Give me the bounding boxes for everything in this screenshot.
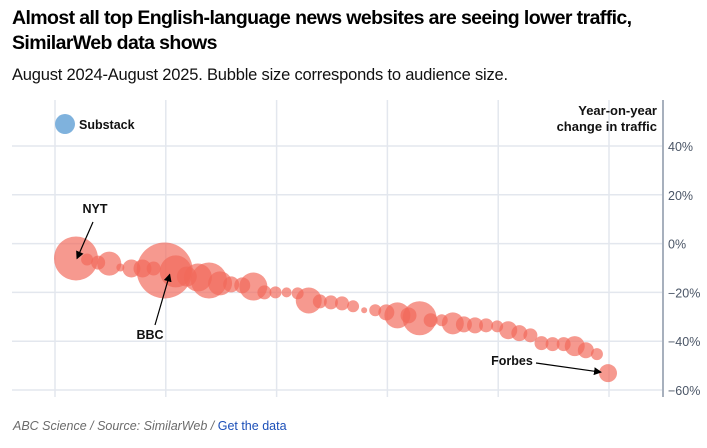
highlight-group: Substack <box>55 114 135 135</box>
y-tick-label: −40% <box>668 335 700 349</box>
bubble[interactable] <box>257 285 272 300</box>
gridlines <box>12 100 663 397</box>
bubble[interactable] <box>361 307 368 314</box>
bubble[interactable] <box>81 253 94 266</box>
bubble[interactable] <box>269 286 282 299</box>
bubble[interactable] <box>577 342 594 359</box>
y-tick-label: −20% <box>668 286 700 300</box>
bubble[interactable] <box>54 236 98 281</box>
bubble[interactable] <box>347 300 360 313</box>
get-data-link[interactable]: Get the data <box>217 419 287 433</box>
bubble[interactable] <box>534 336 549 351</box>
chart-title: Almost all top English-language news web… <box>12 7 632 54</box>
bubble[interactable] <box>590 348 603 361</box>
bubble[interactable] <box>545 337 560 352</box>
source-credit: ABC Science / Source: SimilarWeb / <box>13 419 215 433</box>
substack-label: Substack <box>79 118 135 132</box>
y-tick-label: 20% <box>668 189 693 203</box>
bubble[interactable] <box>523 328 538 343</box>
y-axis-label-line1: Year-on-year <box>578 103 657 118</box>
bubble[interactable] <box>511 325 528 342</box>
bubble[interactable] <box>402 301 437 336</box>
annotation-arrow-forbes <box>535 362 602 376</box>
bubble[interactable] <box>116 263 125 272</box>
annotation-label-forbes: Forbes <box>491 354 533 368</box>
y-tick-label: 40% <box>668 140 693 154</box>
bubble[interactable] <box>479 318 494 333</box>
y-axis-label-line2: change in traffic <box>557 119 657 134</box>
annotation-label-nyt: NYT <box>83 202 108 216</box>
bubble[interactable] <box>323 295 338 310</box>
bubble[interactable] <box>369 304 382 317</box>
y-tick-labels: 40% 20% 0% −20% −40% −60% <box>668 140 700 398</box>
bubble[interactable] <box>335 296 349 311</box>
substack-bubble[interactable] <box>55 114 75 135</box>
bubble[interactable] <box>295 287 322 314</box>
bubble[interactable] <box>312 294 327 309</box>
annotation-arrow-nyt <box>76 221 94 260</box>
y-tick-label: 0% <box>668 238 686 252</box>
bubble[interactable] <box>97 251 122 276</box>
footer: ABC Science / Source: SimilarWeb / Get t… <box>13 419 287 433</box>
annotation-arrow-bbc <box>154 273 172 326</box>
bubble[interactable] <box>599 364 617 383</box>
y-tick-label: −60% <box>668 384 700 398</box>
bubble[interactable] <box>281 287 292 298</box>
bubbles <box>54 236 617 383</box>
bubble[interactable] <box>423 313 438 328</box>
chart-subtitle: August 2024-August 2025. Bubble size cor… <box>12 66 508 84</box>
annotations: NYT BBC Forbes <box>76 202 602 376</box>
annotation-label-bbc: BBC <box>136 328 163 342</box>
bubble[interactable] <box>467 317 483 334</box>
